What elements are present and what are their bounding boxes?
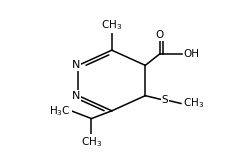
Text: N: N (72, 91, 81, 101)
Text: N: N (72, 60, 81, 70)
Text: OH: OH (183, 49, 199, 59)
Text: O: O (156, 30, 164, 40)
Text: S: S (162, 95, 168, 105)
Text: CH$_3$: CH$_3$ (101, 19, 122, 32)
Text: CH$_3$: CH$_3$ (183, 97, 204, 110)
Text: CH$_3$: CH$_3$ (81, 135, 102, 149)
Text: H$_3$C: H$_3$C (49, 104, 71, 118)
